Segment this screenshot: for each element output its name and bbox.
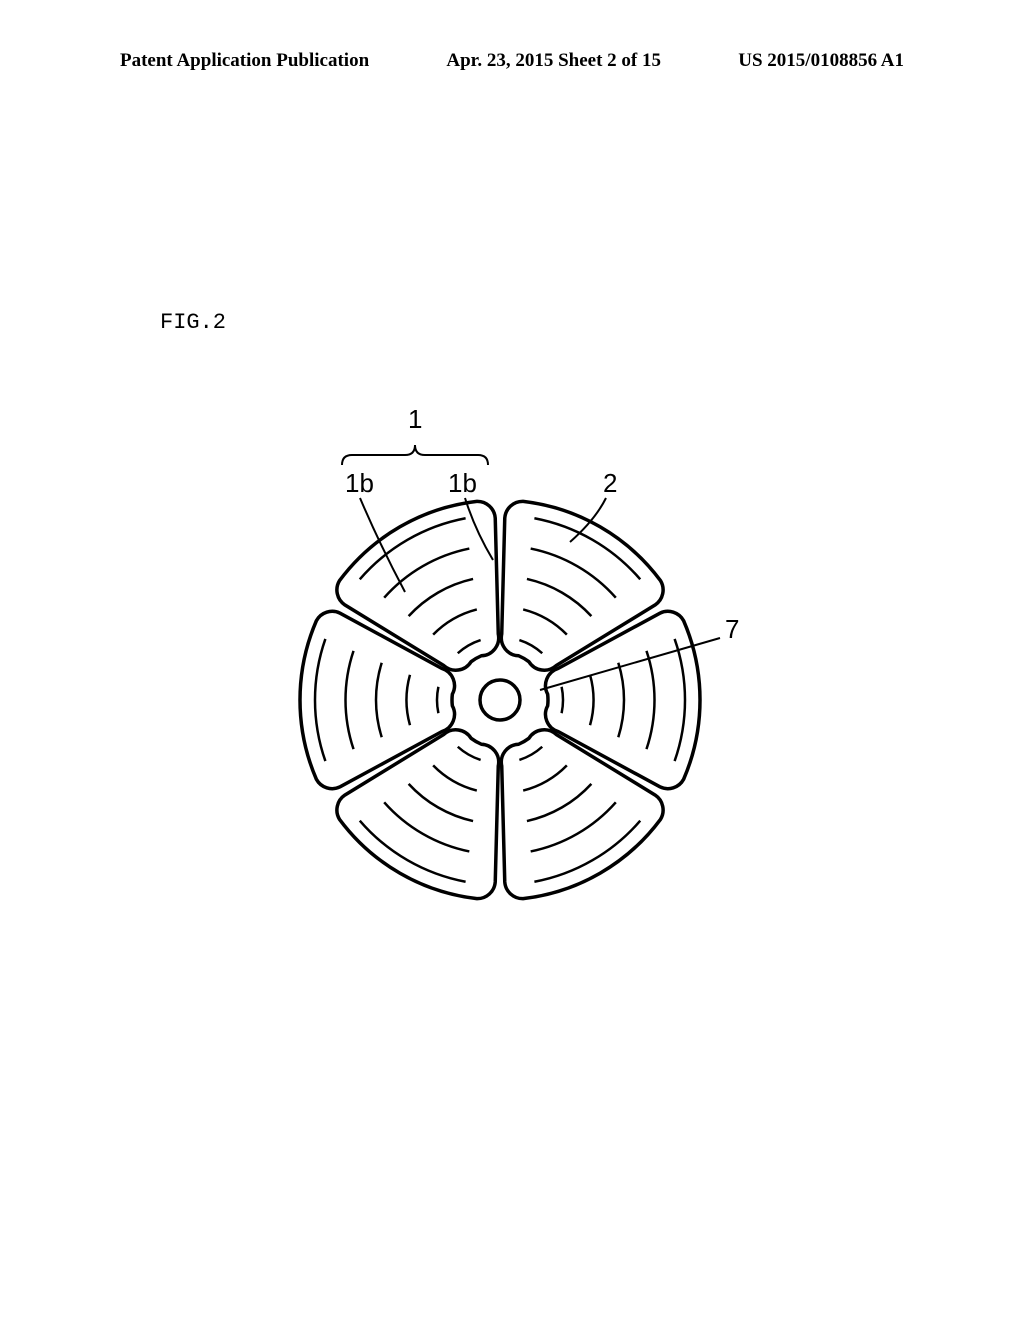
segment-arc — [360, 821, 466, 882]
hub-circle — [480, 680, 520, 720]
segment-arc — [519, 747, 542, 760]
header-center: Apr. 23, 2015 Sheet 2 of 15 — [446, 50, 661, 72]
segment-arc — [437, 687, 438, 713]
label-7: 7 — [725, 614, 739, 644]
segment-arc — [433, 609, 477, 634]
segment-outline — [337, 501, 499, 670]
segment-outline — [300, 611, 454, 788]
segment-arc — [409, 579, 473, 616]
segment-outline — [546, 611, 700, 788]
segment-arc — [523, 609, 567, 634]
segment-arc — [384, 549, 469, 598]
segment-arc — [407, 675, 410, 725]
segment-outline — [501, 501, 663, 670]
segment-arc — [527, 579, 591, 616]
header-right: US 2015/0108856 A1 — [738, 50, 904, 72]
segment-arc — [360, 518, 466, 579]
segment-arc — [409, 784, 473, 821]
segment-arc — [433, 765, 477, 790]
segment-arc — [315, 639, 325, 761]
figure-label: FIG.2 — [160, 310, 226, 335]
segment-arc — [618, 663, 624, 737]
label-2: 2 — [603, 468, 617, 498]
segment-arc — [646, 651, 654, 749]
segment-arc — [534, 518, 640, 579]
segment-outline — [501, 730, 663, 899]
segment-arc — [346, 651, 354, 749]
segment-arc — [675, 639, 685, 761]
header-left: Patent Application Publication — [120, 50, 369, 72]
segment-arc — [523, 765, 567, 790]
segment-outline — [337, 730, 499, 899]
segment-arc — [458, 747, 481, 760]
segment-arc — [376, 663, 382, 737]
segment-arc — [531, 549, 616, 598]
label-1b-right: 1b — [448, 468, 477, 498]
segment-arc — [562, 687, 563, 713]
segment-arc — [527, 784, 591, 821]
segment-arc — [534, 821, 640, 882]
label-1b-left: 1b — [345, 468, 374, 498]
segment-arc — [519, 640, 542, 653]
label-1: 1 — [408, 404, 422, 434]
segment-arc — [458, 640, 481, 653]
patent-figure: 1 1b 1b 2 7 — [250, 370, 750, 930]
segment-arc — [590, 675, 593, 725]
segment-arc — [384, 802, 469, 851]
segment-arc — [531, 802, 616, 851]
